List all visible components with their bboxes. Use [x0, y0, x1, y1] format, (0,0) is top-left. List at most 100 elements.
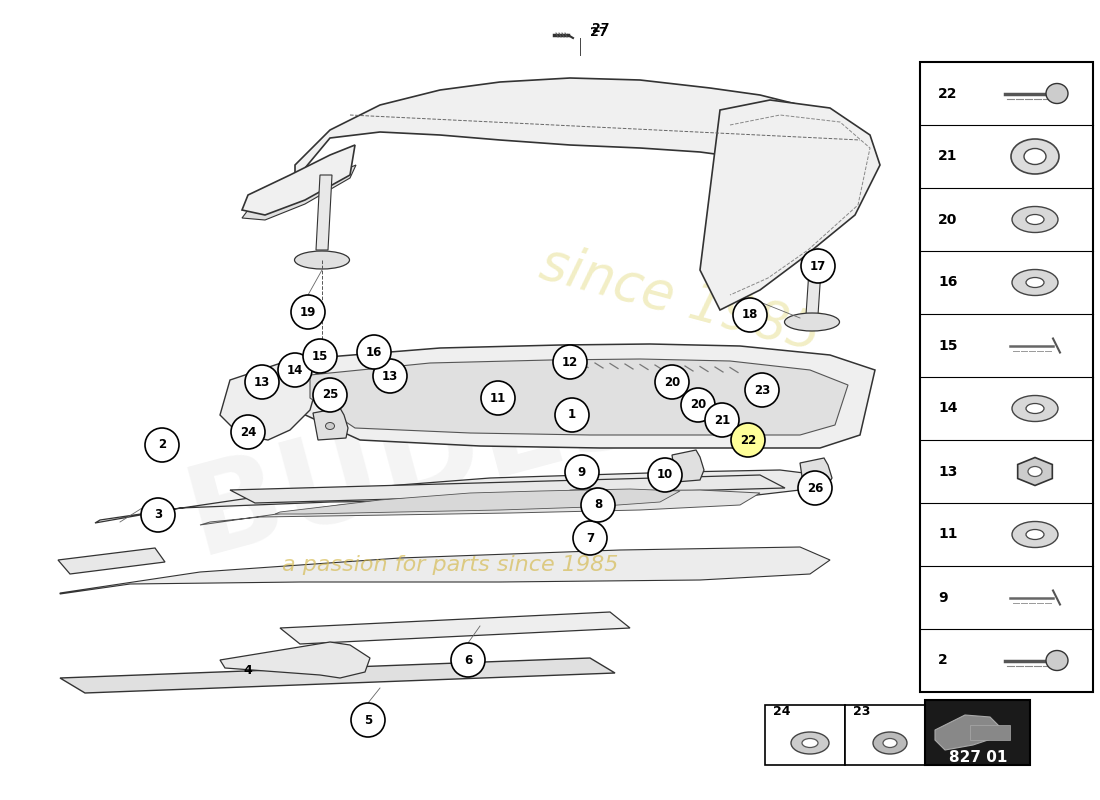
Ellipse shape	[1012, 522, 1058, 547]
Circle shape	[745, 373, 779, 407]
Ellipse shape	[295, 251, 350, 269]
Circle shape	[801, 249, 835, 283]
Circle shape	[553, 345, 587, 379]
Ellipse shape	[1012, 395, 1058, 422]
Text: 10: 10	[657, 469, 673, 482]
Ellipse shape	[1024, 149, 1046, 165]
Polygon shape	[295, 78, 870, 180]
FancyBboxPatch shape	[925, 700, 1030, 765]
Polygon shape	[310, 359, 848, 435]
Text: 16: 16	[366, 346, 382, 358]
FancyBboxPatch shape	[920, 62, 1093, 692]
Text: 13: 13	[938, 465, 957, 478]
Circle shape	[373, 359, 407, 393]
Polygon shape	[242, 145, 355, 215]
Polygon shape	[60, 547, 830, 594]
Polygon shape	[314, 408, 348, 440]
Circle shape	[798, 471, 832, 505]
Circle shape	[351, 703, 385, 737]
Circle shape	[705, 403, 739, 437]
Ellipse shape	[883, 738, 896, 747]
Text: 3: 3	[154, 509, 162, 522]
Circle shape	[292, 295, 324, 329]
Text: 14: 14	[287, 363, 304, 377]
Ellipse shape	[812, 473, 821, 479]
Polygon shape	[1018, 458, 1053, 486]
Text: 11: 11	[490, 391, 506, 405]
Circle shape	[358, 335, 390, 369]
Text: 8: 8	[594, 498, 602, 511]
Polygon shape	[800, 458, 832, 490]
Circle shape	[648, 458, 682, 492]
Ellipse shape	[1026, 214, 1044, 225]
Polygon shape	[220, 360, 320, 440]
Ellipse shape	[1026, 403, 1044, 414]
Text: 17: 17	[810, 259, 826, 273]
Circle shape	[314, 378, 346, 412]
Text: since 1985: since 1985	[535, 238, 826, 362]
Polygon shape	[60, 658, 615, 693]
Circle shape	[278, 353, 312, 387]
Circle shape	[145, 428, 179, 462]
Circle shape	[141, 498, 175, 532]
Polygon shape	[275, 489, 680, 514]
Ellipse shape	[1028, 466, 1042, 477]
FancyBboxPatch shape	[845, 705, 925, 765]
Text: 9: 9	[578, 466, 586, 478]
Ellipse shape	[1046, 83, 1068, 103]
Text: 20: 20	[938, 213, 957, 226]
Polygon shape	[230, 475, 785, 503]
Text: 15: 15	[938, 338, 957, 353]
Text: BUDES: BUDES	[175, 340, 666, 580]
Polygon shape	[280, 612, 630, 644]
Text: 23: 23	[754, 383, 770, 397]
Text: 22: 22	[740, 434, 756, 446]
Polygon shape	[935, 715, 1000, 750]
Text: 26: 26	[806, 482, 823, 494]
Ellipse shape	[784, 313, 839, 331]
Circle shape	[302, 339, 337, 373]
Polygon shape	[220, 642, 370, 678]
Text: 1: 1	[568, 409, 576, 422]
Text: 13: 13	[382, 370, 398, 382]
Circle shape	[556, 398, 588, 432]
Text: 9: 9	[938, 590, 947, 605]
Text: 19: 19	[300, 306, 316, 318]
Polygon shape	[200, 490, 760, 525]
Polygon shape	[316, 175, 332, 250]
Circle shape	[245, 365, 279, 399]
Ellipse shape	[1026, 530, 1044, 539]
Circle shape	[654, 365, 689, 399]
Text: 27: 27	[590, 26, 607, 38]
Text: 11: 11	[938, 527, 957, 542]
Text: 23: 23	[852, 705, 870, 718]
Polygon shape	[672, 450, 704, 482]
Ellipse shape	[326, 422, 334, 430]
Text: 20: 20	[690, 398, 706, 411]
Polygon shape	[806, 255, 822, 315]
Polygon shape	[700, 100, 880, 310]
Text: 7: 7	[586, 531, 594, 545]
Circle shape	[481, 381, 515, 415]
Text: a passion for parts since 1985: a passion for parts since 1985	[282, 555, 618, 575]
Text: 2: 2	[158, 438, 166, 451]
Text: 20: 20	[664, 375, 680, 389]
Text: 25: 25	[322, 389, 338, 402]
Text: 6: 6	[464, 654, 472, 666]
Text: 16: 16	[938, 275, 957, 290]
Ellipse shape	[1011, 139, 1059, 174]
Circle shape	[565, 455, 600, 489]
Text: 4: 4	[243, 663, 252, 677]
Text: 15: 15	[311, 350, 328, 362]
Ellipse shape	[802, 738, 818, 747]
Text: 14: 14	[938, 402, 957, 415]
Circle shape	[733, 298, 767, 332]
Text: 24: 24	[240, 426, 256, 438]
Polygon shape	[290, 344, 874, 448]
Ellipse shape	[1026, 278, 1044, 287]
Ellipse shape	[1012, 270, 1058, 295]
Polygon shape	[95, 470, 820, 523]
Text: 12: 12	[562, 355, 579, 369]
Text: 827 01: 827 01	[949, 750, 1008, 765]
Circle shape	[451, 643, 485, 677]
